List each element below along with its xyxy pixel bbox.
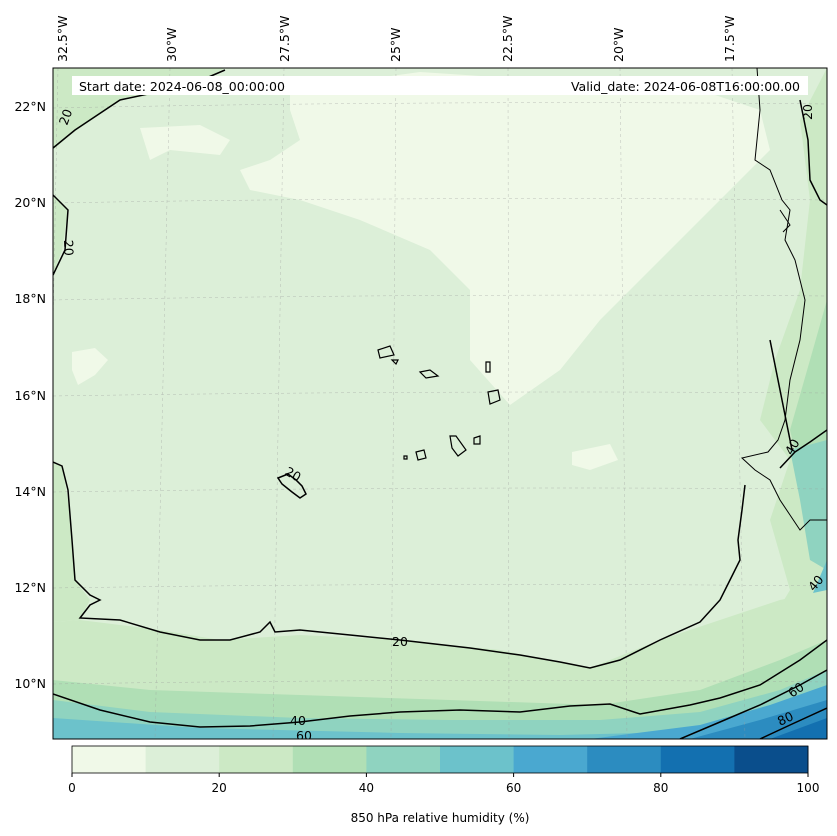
cape-verde-sao-nicolau [418,369,440,379]
cape-verde-brava [403,455,408,460]
cape-verde-maio [473,435,481,445]
lon-label-32-5w: 32.5°W [55,16,70,62]
colorbar-cell [219,746,294,773]
humidity-band-south-7 [770,718,827,739]
dry-patch-east [572,444,618,470]
colorbar-tick-label: 40 [359,781,374,795]
colorbar-cell [440,746,515,773]
islands [377,345,501,461]
lat-label-12n: 12°N [14,580,46,595]
cape-verde-sao-vicente [390,359,399,366]
colorbar-ticks: 0 20 40 60 80 100 [68,773,819,795]
lon-label-17-5w: 17.5°W [722,16,737,62]
lat-label-20n: 20°N [14,195,46,210]
colorbar-tick-label: 0 [68,781,76,795]
contour-label-group: 20 20 20 20 20 40 40 60 60 80 40 [56,104,827,743]
colorbar-cell [366,746,441,773]
contour-label-40s: 40 [290,713,306,728]
colorbar-tick-label: 80 [653,781,668,795]
colorbar-cell [513,746,588,773]
humidity-band-east-2 [790,300,827,480]
header-box [72,76,808,95]
colorbar-cell [660,746,735,773]
colorbar-cell [292,746,367,773]
contour-label-60s: 60 [296,728,312,743]
dry-patch-west [140,125,230,160]
lat-label-18n: 18°N [14,291,46,306]
contour-20-sw [53,461,746,669]
lat-label-14n: 14°N [14,484,46,499]
colorbar-cell [145,746,220,773]
colorbar: 0 20 40 60 80 100 850 hPa relative humidity (… [68,745,819,825]
contour-60-s [679,669,827,739]
contour-label-ne: 20 [800,104,815,120]
lon-label-20w: 20°W [611,27,626,62]
contour-lines [53,69,827,739]
cape-verde-santo-antao [377,345,395,359]
colorbar-cell [587,746,662,773]
canary-coast [779,209,791,233]
lon-label-22-5w: 22.5°W [500,16,515,62]
map-panel: 20 20 20 20 20 40 40 60 60 80 40 Start d… [14,16,828,743]
map-frame [52,67,828,740]
cape-verde-boa-vista [487,389,501,405]
lon-label-25w: 25°W [388,27,403,62]
contour-20-island [276,473,307,499]
humidity-band-south-3 [53,670,827,739]
contour-label-w: 20 [61,240,77,256]
colorbar-cell [734,746,809,773]
start-date-label: Start date: 2024-06-08_00:00:00 [79,79,285,94]
contour-40-s [53,639,827,728]
humidity-band-south-6 [690,700,827,739]
coastlines [740,68,827,531]
dry-patch-north [240,72,770,405]
cape-verde-santiago [449,435,467,457]
gridlines [53,68,827,739]
colorbar-frame [71,745,809,774]
humidity-band-south-2 [53,640,827,739]
contour-label-60e: 60 [785,679,807,700]
humidity-band-east [700,68,827,739]
lat-label-10n: 10°N [14,676,46,691]
colorbar-tick-label: 20 [212,781,227,795]
colorbar-cell [72,746,147,773]
longitude-labels: 32.5°W 30°W 27.5°W 25°W 22.5°W 20°W 17.5… [55,16,737,62]
humidity-band-west-2 [53,195,68,275]
cape-verde-fogo [415,449,427,461]
contour-20-ne [799,99,827,206]
lon-label-30w: 30°W [164,27,179,62]
dry-patch-small [72,348,108,385]
contour-20-e [769,339,793,451]
africa-coastline [740,68,827,531]
colorbar-tick-label: 100 [797,781,820,795]
colorbar-cells [72,746,809,773]
cape-verde-sal [485,361,491,373]
contour-label-s: 20 [392,634,408,649]
humidity-band-east-3 [790,440,827,570]
colorbar-tick-label: 60 [506,781,521,795]
lat-label-22n: 22°N [14,99,46,114]
valid-date-label: Valid_date: 2024-06-08T16:00:00.00 [571,79,800,94]
contour-label-80: 80 [775,708,796,728]
contour-label-island: 20 [283,464,304,485]
lon-label-27-5w: 27.5°W [277,16,292,62]
contour-40-e [779,429,827,469]
contour-label-40e: 40 [782,436,803,457]
colorbar-label: 850 hPa relative humidity (%) [351,811,530,825]
contour-20-w [53,194,69,276]
contour-80-s [759,707,827,739]
lat-label-16n: 16°N [14,388,46,403]
latitude-labels: 22°N 20°N 18°N 16°N 14°N 12°N 10°N [14,99,46,691]
contour-label-nw: 20 [56,107,76,127]
